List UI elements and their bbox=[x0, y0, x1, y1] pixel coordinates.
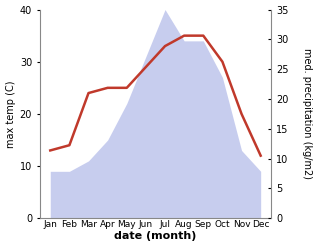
Y-axis label: max temp (C): max temp (C) bbox=[5, 80, 16, 148]
Y-axis label: med. precipitation (kg/m2): med. precipitation (kg/m2) bbox=[302, 48, 313, 179]
X-axis label: date (month): date (month) bbox=[114, 231, 197, 242]
